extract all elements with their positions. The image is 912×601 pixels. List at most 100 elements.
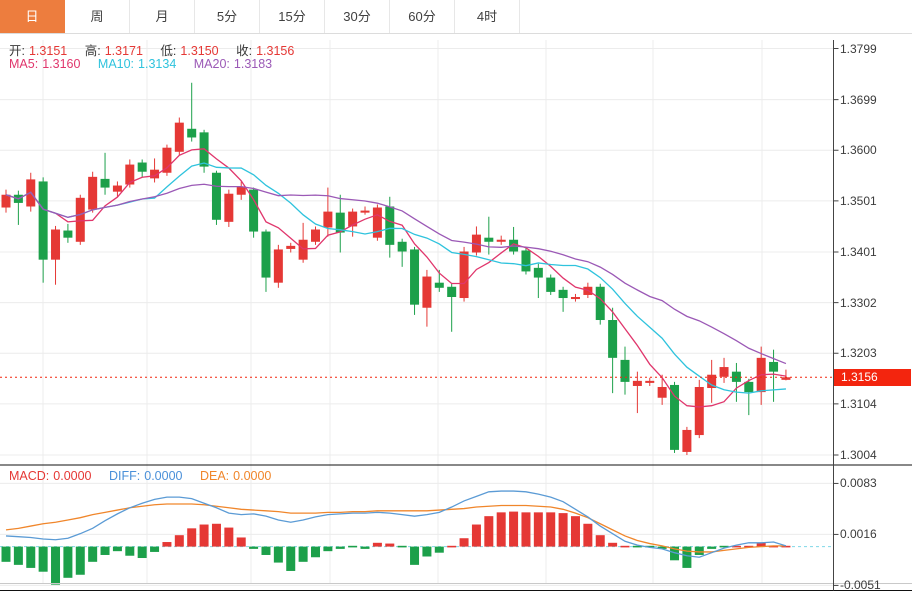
candle-body	[620, 359, 630, 382]
macd-histogram-bar	[434, 546, 444, 553]
macd-histogram-bar	[1, 546, 11, 562]
candle-body	[533, 267, 543, 278]
candle-body	[657, 386, 667, 398]
candle-body	[323, 211, 333, 228]
open-label: 开:	[9, 44, 25, 58]
tab-5min[interactable]: 5分	[195, 0, 260, 33]
macd-histogram-bar	[694, 546, 704, 555]
macd-histogram-bar	[731, 545, 741, 548]
dea-line	[5, 503, 786, 553]
tab-month[interactable]: 月	[130, 0, 195, 33]
tab-day[interactable]: 日	[0, 0, 65, 33]
macd-histogram-bar	[125, 546, 135, 556]
candle-body	[521, 250, 531, 272]
candle-body	[372, 207, 382, 238]
candle-body	[731, 371, 741, 382]
candle-body	[38, 181, 48, 260]
candle-body	[781, 377, 791, 380]
macd-histogram-bar	[719, 545, 729, 548]
diff-label: DIFF:	[109, 469, 141, 483]
macd-histogram-bar	[509, 511, 519, 547]
candle-body	[261, 231, 271, 278]
tab-60min[interactable]: 60分	[390, 0, 455, 33]
candle-body	[459, 251, 469, 299]
macd-histogram-bar	[211, 523, 221, 547]
macd-histogram-bar	[657, 546, 667, 549]
ma20-value: 1.3183	[233, 57, 273, 71]
candle-body	[112, 185, 122, 192]
candle-body	[385, 206, 395, 245]
ma5-label: MA5:	[9, 57, 39, 71]
tab-30min[interactable]: 30分	[325, 0, 390, 33]
macd-histogram-bar	[471, 524, 481, 547]
macd-histogram-bar	[410, 546, 420, 565]
macd-histogram-bar	[385, 543, 395, 547]
candle-body	[273, 249, 283, 283]
tab-week[interactable]: 周	[65, 0, 130, 33]
candle-body	[75, 197, 85, 242]
macd-histogram-bar	[372, 542, 382, 547]
ma10-line	[5, 162, 786, 394]
candle-body	[682, 429, 692, 452]
last-price-tag: 1.3156	[834, 369, 911, 386]
candle-body	[100, 178, 110, 188]
candle-body	[632, 380, 642, 386]
ma-readout: MA5: 1.3160 MA10: 1.3134 MA20: 1.3183	[9, 57, 286, 71]
candle-body	[335, 212, 345, 233]
period-tabbar: 日 周 月 5分 15分 30分 60分 4时	[0, 0, 912, 34]
macd-histogram-bar	[781, 545, 791, 548]
candle-body	[570, 297, 580, 300]
macd-histogram-bar	[174, 535, 184, 547]
candle-body	[348, 211, 358, 227]
open-value: 1.3151	[28, 44, 68, 58]
candle-body	[694, 386, 704, 436]
macd-histogram-bar	[583, 523, 593, 547]
candle-body	[150, 169, 160, 179]
candle-body	[286, 245, 296, 249]
ma20-label: MA20:	[193, 57, 230, 71]
candle-body	[422, 276, 432, 308]
ma5-value: 1.3160	[42, 57, 81, 71]
diff-value: 0.0000	[144, 469, 183, 483]
tab-15min[interactable]: 15分	[260, 0, 325, 33]
macd-histogram-bar	[311, 546, 320, 558]
macd-histogram-bar	[348, 545, 358, 548]
macd-histogram-bar	[496, 512, 506, 547]
macd-histogram-bar	[360, 546, 370, 549]
macd-histogram-bar	[645, 545, 655, 548]
candle-body	[360, 210, 370, 213]
macd-label: MACD:	[9, 469, 50, 483]
macd-histogram-bar	[595, 535, 605, 547]
macd-histogram-bar	[335, 546, 345, 549]
macd-histogram-bar	[533, 512, 543, 547]
macd-histogram-bar	[521, 512, 531, 547]
candle-body	[645, 380, 655, 383]
macd-histogram-bar	[484, 516, 494, 547]
macd-histogram-bar	[558, 513, 568, 547]
diff-line	[5, 490, 787, 558]
macd-histogram-bar	[422, 546, 432, 557]
candle-body	[311, 229, 320, 242]
candle-body	[744, 381, 754, 393]
ma5-line	[5, 148, 787, 408]
macd-histogram-bar	[112, 546, 122, 552]
close-value: 1.3156	[256, 44, 295, 58]
macd-histogram-bar	[261, 546, 271, 555]
macd-histogram-bar	[286, 546, 296, 571]
macd-histogram-bar	[459, 538, 469, 547]
candle-body	[224, 193, 234, 222]
macd-histogram-bar	[620, 545, 630, 548]
tab-4hour[interactable]: 4时	[455, 0, 520, 33]
macd-histogram-bar	[769, 545, 779, 548]
macd-histogram-bar	[323, 546, 333, 552]
candle-body	[211, 172, 221, 220]
macd-histogram-bar	[224, 527, 234, 547]
macd-histogram-bar	[273, 546, 283, 563]
candle-body	[608, 320, 618, 358]
candle-body	[298, 239, 308, 260]
candle-body	[236, 186, 246, 195]
candle-body	[162, 147, 172, 173]
macd-histogram-bar	[100, 546, 110, 555]
macd-histogram-bar	[51, 546, 61, 585]
